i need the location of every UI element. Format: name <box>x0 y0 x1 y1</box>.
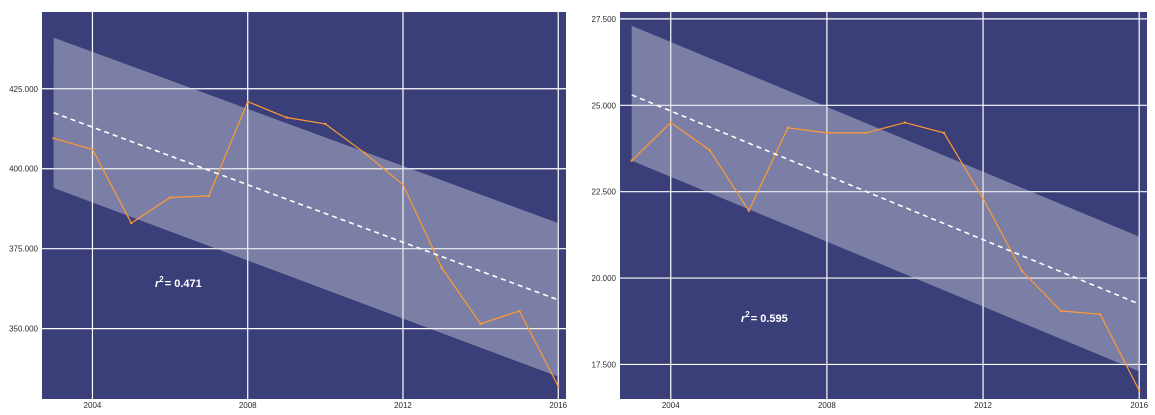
series-point <box>168 196 172 199</box>
plot-panel-2: 17.500 20.000 22.500 25.000 27.500 2004 2008 20… <box>592 12 1149 410</box>
series-point <box>786 126 790 129</box>
x-tick-label: 2004 <box>662 401 680 410</box>
y-tick-label: 20.000 <box>592 274 617 283</box>
series-point <box>825 131 829 135</box>
y-tick-label: 27.500 <box>592 15 617 24</box>
series-point <box>91 148 94 151</box>
r-squared-annotation: r2= 0.595 <box>741 310 788 325</box>
panel-background <box>620 12 1147 399</box>
series-line <box>631 121 1140 391</box>
x-tick-label: 2016 <box>1130 401 1148 410</box>
series-point <box>1098 313 1102 316</box>
series-point <box>903 121 907 124</box>
series-point <box>1137 389 1141 392</box>
x-tick-label: 2012 <box>394 401 412 410</box>
y-tick-label: 17.500 <box>592 360 617 369</box>
series-point <box>246 100 249 103</box>
series-point <box>1059 309 1063 313</box>
series-point <box>981 197 985 200</box>
confidence-band <box>53 37 559 377</box>
series-point <box>630 159 633 162</box>
series-point <box>747 209 751 212</box>
series-point <box>52 137 55 140</box>
series-point <box>708 149 711 152</box>
y-tick-label: 22.500 <box>592 188 617 197</box>
x-tick-label: 2008 <box>239 401 257 410</box>
x-tick-label: 2016 <box>549 401 567 410</box>
series-point <box>401 183 405 186</box>
series-point <box>942 131 946 135</box>
y-tick-label: 400.000 <box>9 165 38 174</box>
series-point <box>324 122 327 126</box>
series-point <box>207 194 211 198</box>
series-point <box>864 131 868 135</box>
panel-background <box>42 12 566 399</box>
series-point <box>362 151 366 154</box>
r-squared-annotation: r2= 0.471 <box>155 275 202 290</box>
trend-line <box>631 94 1140 305</box>
y-tick-label: 375.000 <box>9 245 38 254</box>
series-point <box>1020 269 1024 273</box>
series-point <box>285 116 288 119</box>
series-point <box>130 221 133 225</box>
y-tick-label: 25.000 <box>592 101 617 110</box>
series-point <box>557 385 560 388</box>
series-line <box>53 100 559 387</box>
y-tick-label: 425.000 <box>9 85 38 94</box>
x-tick-label: 2004 <box>84 401 102 410</box>
series-point <box>440 266 443 270</box>
plot-panel-1: 350.000 375.000 400.000 425.000 2004 2008 2012… <box>9 12 568 410</box>
x-tick-label: 2008 <box>818 401 836 410</box>
y-tick-label: 350.000 <box>9 325 38 334</box>
series-point <box>518 309 521 313</box>
series-point <box>479 322 482 326</box>
series-point <box>669 121 672 124</box>
x-tick-label: 2012 <box>974 401 992 410</box>
